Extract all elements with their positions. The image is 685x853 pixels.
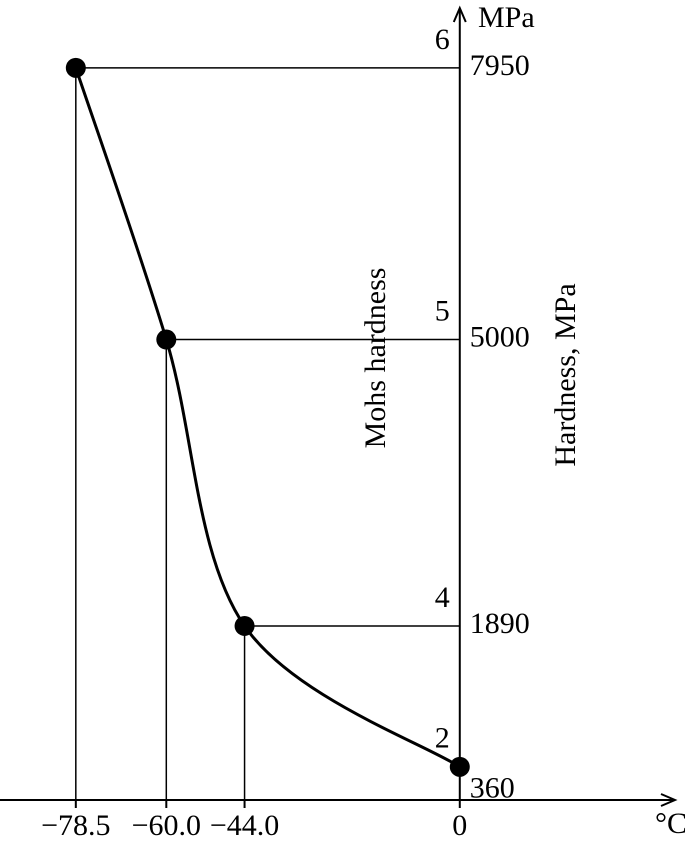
y-axis-label: Hardness, MPa bbox=[549, 283, 582, 466]
x-tick-label: −60.0 bbox=[132, 809, 201, 842]
curve bbox=[74, 67, 461, 769]
mohs-axis-label: Mohs hardness bbox=[359, 268, 392, 449]
x-arrow bbox=[660, 793, 678, 807]
mohs-label: 6 bbox=[435, 23, 450, 56]
data-point bbox=[449, 756, 470, 777]
x-tick-label: 0 bbox=[452, 809, 467, 842]
x-tick-label: −44.0 bbox=[210, 809, 279, 842]
x-tick-label: −78.5 bbox=[41, 809, 110, 842]
y-tick-label: 5000 bbox=[470, 320, 530, 353]
y-tick-label: 360 bbox=[470, 772, 515, 805]
data-point bbox=[156, 329, 177, 350]
y-unit: MPa bbox=[478, 1, 535, 34]
y-tick-label: 7950 bbox=[470, 49, 530, 82]
y-arrow bbox=[452, 5, 467, 23]
mohs-label: 4 bbox=[435, 581, 450, 614]
data-point bbox=[65, 57, 86, 78]
y-tick-label: 1890 bbox=[470, 607, 530, 640]
data-point bbox=[234, 615, 255, 636]
mohs-label: 2 bbox=[435, 722, 450, 755]
x-unit: °C bbox=[655, 807, 685, 840]
mohs-label: 5 bbox=[435, 294, 450, 327]
